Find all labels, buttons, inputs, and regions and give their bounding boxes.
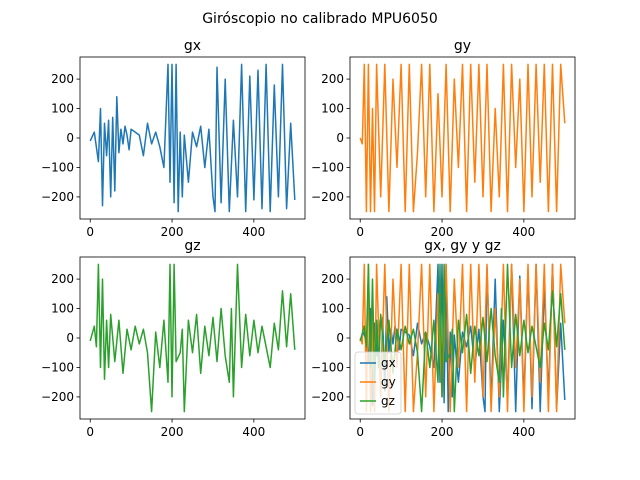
subplot-gy: 0 200 400 −200 −100 0 100 200 gy: [311, 38, 576, 239]
combined-x-tick-label-0: 0: [356, 425, 364, 439]
gz-y-tick-label-200: 200: [51, 272, 74, 286]
combined-y-tick-label-100: 100: [321, 302, 344, 316]
gy-x-tick-label-0: 0: [356, 225, 364, 239]
legend-label-gz: gz: [381, 394, 395, 408]
subplot-combined: 0 200 400 −200 −100 0 100 200 gx, gy y gz gx gy gz: [311, 238, 576, 439]
gx-x-tick-label-0: 0: [86, 225, 94, 239]
gy-series-group: [359, 63, 566, 213]
gz-x-tick-label-200: 200: [161, 425, 184, 439]
gx-y-tick-label--100: −100: [41, 160, 74, 174]
legend: gx gy gz: [354, 351, 402, 415]
gx-x-tick-label-400: 400: [242, 225, 265, 239]
gy-y-tick-label-0: 0: [336, 131, 344, 145]
gz-x-tick-label-0: 0: [86, 425, 94, 439]
gz-y-tick-label--200: −200: [41, 390, 74, 404]
combined-x-tick-label-400: 400: [512, 425, 535, 439]
figure-title: Giróscopio no calibrado MPU6050: [202, 11, 438, 27]
combined-y-tick-label--100: −100: [311, 360, 344, 374]
gy-y-tick-label--100: −100: [311, 160, 344, 174]
combined-y-tick-label-0: 0: [336, 331, 344, 345]
subplot-gz: 0 200 400 −200 −100 0 100 200 gz: [41, 238, 306, 439]
gy-y-tick-label--200: −200: [311, 190, 344, 204]
combined-y-tick-label-200: 200: [321, 272, 344, 286]
gz-y-tick-label-0: 0: [66, 331, 74, 345]
combined-series-gz-line: [359, 263, 566, 413]
gz-y-tick-label--100: −100: [41, 360, 74, 374]
gz-subplot-title: gz: [184, 238, 200, 254]
gy-series-gy-line: [359, 63, 566, 213]
gx-y-tick-label--200: −200: [41, 190, 74, 204]
gx-subplot-title: gx: [184, 38, 201, 54]
gy-subplot-title: gy: [454, 38, 471, 54]
gx-series-group: [89, 63, 296, 213]
legend-box: [354, 351, 402, 415]
combined-x-tick-label-200: 200: [431, 425, 454, 439]
subplot-gx: 0 200 400 −200 −100 0 100 200 gx: [41, 38, 306, 239]
gx-y-tick-label-0: 0: [66, 131, 74, 145]
gz-series-group: [89, 263, 296, 413]
gy-x-tick-label-400: 400: [512, 225, 535, 239]
gy-y-tick-label-100: 100: [321, 102, 344, 116]
gx-y-tick-label-200: 200: [51, 72, 74, 86]
gz-series-gz-line: [89, 263, 296, 413]
combined-subplot-title: gx, gy y gz: [424, 238, 501, 254]
legend-label-gy: gy: [381, 375, 396, 389]
gz-y-tick-label-100: 100: [51, 302, 74, 316]
gy-x-tick-label-200: 200: [431, 225, 454, 239]
gz-x-tick-label-400: 400: [242, 425, 265, 439]
gy-y-tick-label-200: 200: [321, 72, 344, 86]
gx-x-tick-label-200: 200: [161, 225, 184, 239]
combined-y-tick-label--200: −200: [311, 390, 344, 404]
legend-label-gx: gx: [381, 356, 396, 370]
gx-y-tick-label-100: 100: [51, 102, 74, 116]
gx-series-gx-line: [89, 63, 296, 213]
